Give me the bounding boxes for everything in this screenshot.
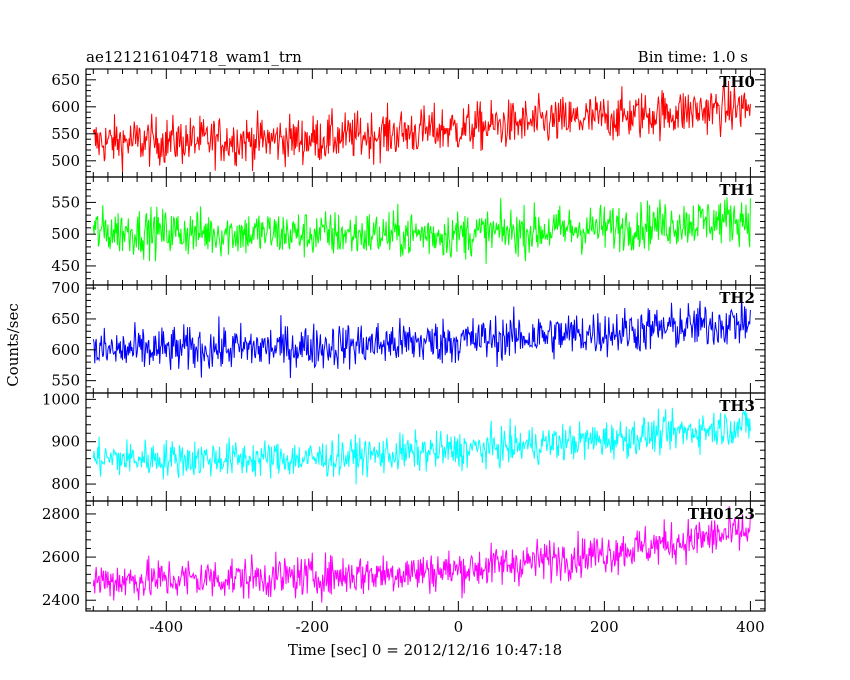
panel-th3: 800 900 1000 TH3	[42, 390, 766, 502]
y-tick-label: 600	[51, 98, 80, 116]
panel-th0: 500 550 600 650 TH0	[51, 68, 766, 178]
series-th0123-line	[92, 506, 751, 603]
x-tick-label: -400	[149, 618, 183, 636]
y-tick-label: 650	[51, 71, 80, 89]
y-tick-label: 550	[51, 193, 80, 211]
x-axis-title: Time [sec] 0 = 2012/12/16 10:47:18	[288, 641, 562, 659]
y-tick-label: 2800	[42, 505, 80, 523]
panel-th1: 450 500 550 TH1	[51, 176, 766, 286]
y-tick-label: 500	[51, 152, 80, 170]
y-tick-label: 2400	[42, 591, 80, 609]
y-axis-title: Counts/sec	[4, 303, 22, 387]
bin-time-label: Bin time: 1.0 s	[638, 48, 748, 66]
panels-group: 500 550 600 650 TH0 450 500 550 TH1 550 600 650 700 T…	[42, 68, 766, 612]
y-tick-label: 650	[51, 310, 80, 328]
panel-label-th2: TH2	[719, 289, 755, 307]
y-tick-label: 500	[51, 225, 80, 243]
y-tick-label: 550	[51, 125, 80, 143]
y-tick-label: 550	[51, 372, 80, 390]
x-tick-label: -200	[295, 618, 329, 636]
x-tick-label: 400	[736, 618, 765, 636]
series-th0-line	[92, 80, 751, 174]
series-th3-line	[92, 407, 751, 485]
panel-label-th3: TH3	[719, 397, 755, 415]
y-tick-label: 450	[51, 257, 80, 275]
panel-th2: 550 600 650 700 TH2	[51, 279, 766, 394]
series-th2-line	[92, 292, 751, 379]
x-tick-label: 0	[454, 618, 464, 636]
y-tick-label: 1000	[42, 390, 80, 408]
x-axis: -400 -200 0 200 400	[149, 618, 764, 636]
y-tick-label: 2600	[42, 548, 80, 566]
y-tick-label: 900	[51, 433, 80, 451]
series-th1-line	[92, 197, 751, 264]
chart-title: ae121216104718_wam1_trn	[86, 48, 302, 66]
y-tick-label: 800	[51, 475, 80, 493]
panel-th0123: 2400 2600 2800 TH0123	[42, 500, 766, 612]
panel-label-th0: TH0	[719, 73, 755, 91]
y-tick-label: 700	[51, 279, 80, 297]
x-tick-label: 200	[590, 618, 619, 636]
panel-frame	[85, 68, 766, 178]
panel-frame	[85, 500, 766, 612]
panel-label-th1: TH1	[719, 181, 755, 199]
panel-label-th0123: TH0123	[688, 505, 755, 523]
y-tick-label: 600	[51, 341, 80, 359]
